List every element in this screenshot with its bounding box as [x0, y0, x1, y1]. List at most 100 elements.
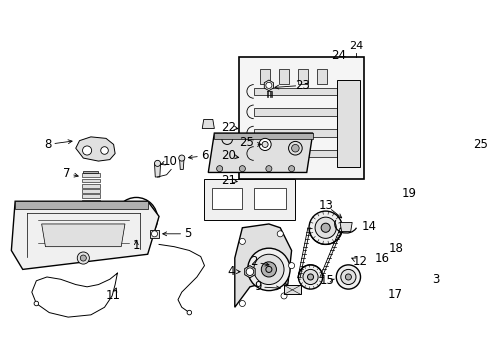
Polygon shape — [202, 120, 214, 129]
Polygon shape — [154, 163, 160, 177]
Circle shape — [307, 274, 313, 280]
Circle shape — [77, 252, 89, 264]
Circle shape — [336, 265, 360, 289]
Polygon shape — [264, 80, 273, 91]
Bar — [212, 188, 242, 209]
Text: 8: 8 — [44, 138, 51, 151]
Text: 17: 17 — [387, 288, 402, 301]
Text: 10: 10 — [163, 154, 178, 168]
Circle shape — [383, 225, 388, 230]
Polygon shape — [204, 179, 295, 220]
Bar — [238, 57, 363, 179]
Polygon shape — [81, 179, 100, 182]
Text: 22: 22 — [221, 121, 236, 134]
Circle shape — [291, 144, 299, 152]
Circle shape — [314, 217, 336, 238]
Text: 7: 7 — [63, 167, 70, 180]
Polygon shape — [278, 69, 289, 84]
Text: 9: 9 — [253, 280, 261, 293]
Text: 11: 11 — [106, 289, 121, 302]
Circle shape — [82, 146, 91, 155]
Bar — [284, 285, 300, 294]
Polygon shape — [208, 133, 312, 172]
Text: 3: 3 — [431, 273, 438, 286]
Circle shape — [281, 293, 286, 299]
Circle shape — [125, 222, 128, 225]
Polygon shape — [214, 133, 312, 139]
Circle shape — [216, 166, 222, 172]
Text: 24: 24 — [330, 49, 346, 62]
Text: 25: 25 — [472, 138, 488, 151]
Circle shape — [34, 301, 39, 306]
Circle shape — [261, 262, 276, 277]
Circle shape — [247, 248, 289, 291]
Polygon shape — [253, 108, 344, 116]
Text: 18: 18 — [388, 242, 403, 256]
Text: 23: 23 — [295, 79, 310, 92]
Circle shape — [262, 141, 267, 148]
Polygon shape — [253, 129, 344, 137]
Polygon shape — [179, 158, 183, 170]
Circle shape — [288, 166, 294, 172]
Text: 12: 12 — [351, 255, 366, 268]
Circle shape — [375, 217, 396, 238]
Polygon shape — [408, 254, 414, 262]
Polygon shape — [339, 222, 351, 231]
Circle shape — [298, 265, 322, 289]
Circle shape — [288, 141, 302, 155]
Circle shape — [239, 238, 245, 244]
Circle shape — [265, 266, 271, 273]
Circle shape — [151, 231, 157, 237]
Circle shape — [288, 262, 294, 269]
Circle shape — [387, 251, 402, 266]
Circle shape — [222, 134, 232, 144]
Circle shape — [308, 211, 342, 244]
Polygon shape — [382, 247, 412, 269]
Circle shape — [265, 166, 271, 172]
Circle shape — [135, 207, 138, 210]
Circle shape — [154, 160, 160, 166]
Circle shape — [121, 203, 151, 234]
Circle shape — [80, 255, 86, 261]
Text: 20: 20 — [221, 149, 236, 162]
Circle shape — [115, 197, 157, 240]
Text: 19: 19 — [401, 187, 416, 200]
Polygon shape — [410, 247, 431, 262]
Circle shape — [135, 228, 138, 231]
Polygon shape — [81, 194, 100, 198]
Circle shape — [239, 166, 245, 172]
Text: 16: 16 — [374, 252, 389, 265]
Polygon shape — [11, 201, 159, 269]
Polygon shape — [253, 150, 344, 157]
Polygon shape — [418, 194, 425, 220]
Circle shape — [303, 269, 318, 284]
Polygon shape — [253, 87, 344, 95]
Circle shape — [259, 138, 270, 150]
Circle shape — [391, 254, 398, 262]
Polygon shape — [81, 173, 100, 177]
Polygon shape — [150, 230, 159, 238]
Text: 5: 5 — [184, 227, 191, 240]
Polygon shape — [336, 80, 359, 167]
Text: 15: 15 — [319, 274, 334, 287]
Circle shape — [143, 212, 147, 215]
Polygon shape — [316, 69, 326, 84]
Text: 2: 2 — [249, 255, 257, 268]
Text: 4: 4 — [227, 265, 234, 278]
Polygon shape — [234, 224, 291, 307]
Circle shape — [413, 292, 420, 300]
Circle shape — [380, 222, 391, 234]
Polygon shape — [81, 184, 100, 188]
Circle shape — [101, 147, 108, 154]
Polygon shape — [76, 137, 115, 161]
Polygon shape — [297, 69, 307, 84]
Text: 6: 6 — [201, 149, 208, 162]
Circle shape — [133, 216, 139, 222]
Bar — [253, 188, 285, 209]
Polygon shape — [41, 224, 125, 247]
Polygon shape — [259, 69, 270, 84]
Circle shape — [345, 274, 351, 280]
Circle shape — [340, 269, 355, 284]
Circle shape — [265, 82, 271, 89]
Circle shape — [253, 254, 284, 284]
